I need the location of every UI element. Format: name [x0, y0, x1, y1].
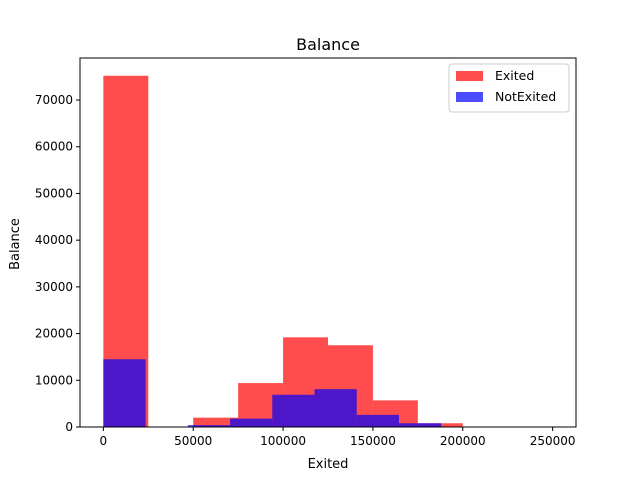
- chart-title: Balance: [296, 35, 360, 54]
- bars-layer: [103, 75, 484, 428]
- y-tick-label: 70000: [35, 93, 73, 107]
- x-tick-label: 150000: [350, 434, 396, 448]
- legend: Exited NotExited: [448, 63, 570, 113]
- legend-swatch-exited: [456, 71, 483, 81]
- x-tick-label: 0: [100, 434, 108, 448]
- axes-layer: 0 50000 100000 150000 200000 250000 0 10000 2000…: [35, 57, 577, 448]
- y-axis-label: Balance: [8, 218, 23, 270]
- bar-notexited-4: [314, 389, 357, 427]
- bar-notexited-1: [187, 425, 231, 427]
- bar-exited-1: [193, 417, 239, 427]
- bar-notexited-5: [356, 414, 399, 427]
- bar-notexited-3: [272, 394, 315, 427]
- y-tick-label: 20000: [35, 327, 73, 341]
- y-tick-label: 30000: [35, 280, 73, 294]
- bar-notexited-2: [230, 418, 273, 427]
- y-tick-label: 40000: [35, 233, 73, 247]
- y-tick-label: 60000: [35, 140, 73, 154]
- x-tick-label: 200000: [440, 434, 486, 448]
- bar-notexited-0: [103, 359, 146, 427]
- y-tick-label: 0: [65, 420, 73, 434]
- x-tick-label: 100000: [260, 434, 306, 448]
- plot-frame: [79, 57, 577, 428]
- y-tick-label: 50000: [35, 186, 73, 200]
- bar-notexited-6: [398, 423, 442, 427]
- y-tick-label: 10000: [35, 373, 73, 387]
- x-axis-label: Exited: [308, 457, 349, 472]
- x-tick-label: 250000: [530, 434, 576, 448]
- legend-label-exited: Exited: [495, 68, 534, 83]
- legend-swatch-notexited: [456, 92, 483, 102]
- x-tick-label: 50000: [174, 434, 212, 448]
- legend-label-notexited: NotExited: [495, 89, 556, 104]
